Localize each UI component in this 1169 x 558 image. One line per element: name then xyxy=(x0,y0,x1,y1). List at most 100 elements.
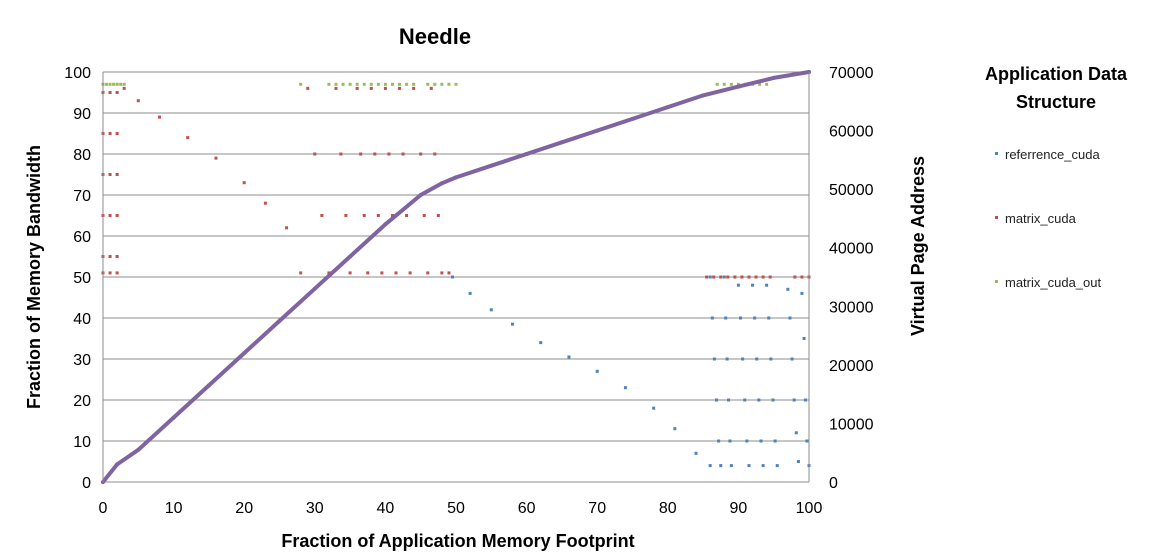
data-point xyxy=(376,214,380,217)
y-axis-title: Fraction of Memory Bandwidth xyxy=(24,145,44,409)
data-point xyxy=(623,386,627,390)
data-point xyxy=(754,275,758,279)
x-tick-label: 70 xyxy=(588,500,606,517)
data-point xyxy=(767,316,771,320)
address-point xyxy=(559,140,564,145)
x-tick-label: 0 xyxy=(99,500,108,517)
data-point xyxy=(765,283,769,287)
data-point xyxy=(327,82,331,86)
data-point xyxy=(715,82,719,86)
data-point xyxy=(339,152,343,156)
data-point xyxy=(369,86,373,90)
data-point xyxy=(214,156,218,160)
data-point xyxy=(803,398,807,402)
data-point xyxy=(383,82,387,86)
data-point xyxy=(741,357,745,361)
data-point xyxy=(157,115,161,119)
address-point xyxy=(771,75,776,80)
data-point xyxy=(115,82,119,86)
data-point xyxy=(422,214,426,217)
data-point xyxy=(299,271,303,275)
data-point xyxy=(739,316,743,320)
data-point xyxy=(362,82,366,86)
data-point xyxy=(710,316,714,320)
data-point xyxy=(753,316,757,320)
data-point xyxy=(440,82,444,86)
y-tick-label: 60 xyxy=(73,229,91,246)
data-point xyxy=(355,82,359,86)
data-point xyxy=(719,275,723,279)
data-point xyxy=(719,464,723,468)
data-point xyxy=(652,406,656,410)
data-point xyxy=(122,82,126,86)
data-point xyxy=(743,398,747,402)
data-point xyxy=(790,357,794,361)
data-point xyxy=(362,214,366,217)
data-point xyxy=(489,308,493,312)
data-point xyxy=(369,82,373,86)
axes: 0102030405060708090100010000200003000040… xyxy=(64,65,873,517)
data-point xyxy=(736,82,740,86)
data-point xyxy=(768,275,772,279)
x-tick-label: 100 xyxy=(796,500,823,517)
x-tick-label: 50 xyxy=(447,500,465,517)
address-point xyxy=(348,254,353,259)
data-point xyxy=(727,398,731,402)
data-point xyxy=(376,82,380,86)
data-point xyxy=(105,82,109,86)
series-referrence-cuda xyxy=(450,275,811,468)
y-tick-label: 40 xyxy=(73,311,91,328)
data-point xyxy=(387,152,391,156)
data-point xyxy=(595,369,599,373)
data-point xyxy=(115,132,119,135)
data-point xyxy=(433,82,437,86)
data-point xyxy=(426,82,430,86)
data-point xyxy=(745,439,749,443)
data-point xyxy=(728,439,732,443)
data-point xyxy=(108,91,112,94)
data-point xyxy=(115,214,119,217)
y-tick-label: 100 xyxy=(64,65,91,82)
legend-swatch xyxy=(995,152,998,155)
data-point xyxy=(373,152,377,156)
data-point xyxy=(792,398,796,402)
legend-label: matrix_cuda xyxy=(1005,211,1077,226)
data-point xyxy=(355,86,359,90)
data-point xyxy=(725,357,729,361)
data-point xyxy=(758,82,762,86)
address-point xyxy=(701,93,706,98)
address-point xyxy=(489,163,494,168)
data-point xyxy=(398,86,402,90)
data-point xyxy=(771,398,775,402)
address-point xyxy=(595,128,600,133)
data-point xyxy=(108,255,112,258)
y-tick-label: 30 xyxy=(73,352,91,369)
data-point xyxy=(708,464,712,468)
y2-tick-label: 70000 xyxy=(829,65,874,82)
y2-tick-label: 10000 xyxy=(829,416,874,433)
data-point xyxy=(468,291,472,295)
y2-axis-title: Virtual Page Address xyxy=(908,156,928,336)
data-point xyxy=(334,82,338,86)
gridlines xyxy=(103,71,809,483)
address-point xyxy=(242,351,247,356)
data-point xyxy=(726,275,730,279)
data-point xyxy=(447,82,451,86)
data-point xyxy=(708,275,712,279)
data-point xyxy=(800,275,804,279)
data-point xyxy=(733,275,737,279)
data-point xyxy=(115,173,119,176)
data-point xyxy=(539,341,543,345)
data-point xyxy=(108,132,112,135)
data-point xyxy=(673,427,677,431)
y-tick-label: 0 xyxy=(82,475,91,492)
data-point xyxy=(729,464,733,468)
data-point xyxy=(794,431,798,435)
data-point xyxy=(800,291,804,295)
y2-tick-label: 0 xyxy=(829,475,838,492)
legend: Application Data Structure referrence_cu… xyxy=(985,64,1128,290)
data-point xyxy=(765,82,769,86)
address-point xyxy=(439,181,444,186)
data-point xyxy=(736,283,740,287)
